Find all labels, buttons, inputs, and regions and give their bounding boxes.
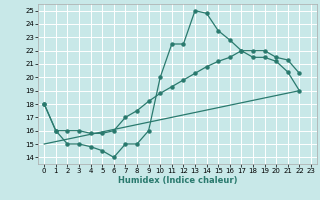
X-axis label: Humidex (Indice chaleur): Humidex (Indice chaleur): [118, 176, 237, 185]
